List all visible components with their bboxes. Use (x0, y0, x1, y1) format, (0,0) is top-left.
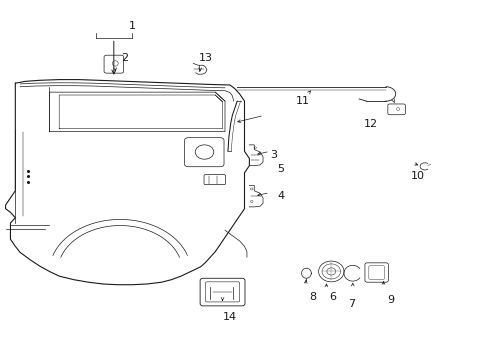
Text: 5: 5 (277, 164, 284, 174)
Text: 10: 10 (410, 171, 424, 181)
Text: 1: 1 (128, 21, 136, 31)
Text: 7: 7 (347, 299, 355, 309)
Text: 4: 4 (277, 191, 284, 201)
Text: 14: 14 (223, 312, 237, 322)
Text: 2: 2 (121, 53, 128, 63)
Text: 12: 12 (364, 120, 378, 129)
Text: 11: 11 (295, 96, 309, 106)
Text: 13: 13 (198, 53, 212, 63)
Text: 8: 8 (308, 292, 316, 302)
Text: 6: 6 (328, 292, 335, 302)
Text: 9: 9 (386, 295, 393, 305)
Text: 3: 3 (270, 150, 277, 160)
